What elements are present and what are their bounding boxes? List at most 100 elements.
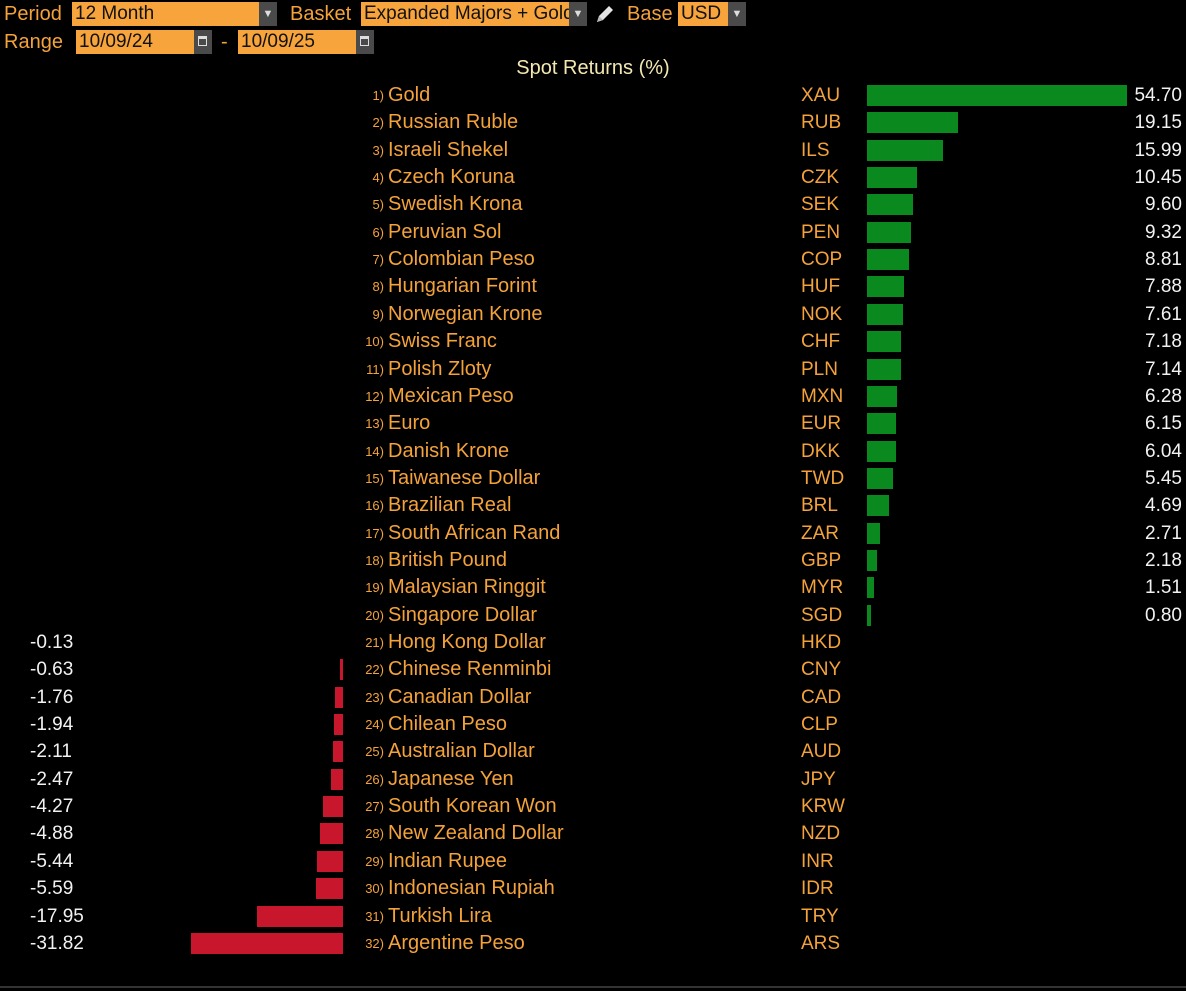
chart-row[interactable]: 4) Czech Koruna CZK 10.45 [0, 164, 1186, 191]
currency-name[interactable]: Polish Zloty [388, 357, 492, 380]
chart-row[interactable]: 28) New Zealand Dollar NZD -4.88 [0, 820, 1186, 847]
chart-row[interactable]: 27) South Korean Won KRW -4.27 [0, 793, 1186, 820]
currency-name[interactable]: Gold [388, 84, 431, 106]
range-start-input[interactable]: 10/09/24 [76, 30, 194, 54]
range-end-input[interactable]: 10/09/25 [238, 30, 356, 54]
range-start-calendar-icon[interactable] [194, 30, 212, 54]
currency-name[interactable]: Norwegian Krone [388, 302, 543, 325]
data-label: 4.69 [1145, 495, 1182, 517]
chart-row[interactable]: 22) Chinese Renminbi CNY -0.63 [0, 656, 1186, 683]
basket-select[interactable]: Expanded Majors + Gold [361, 2, 569, 26]
currency-name[interactable]: Swiss Franc [388, 330, 497, 353]
currency-name[interactable]: Canadian Dollar [388, 685, 532, 708]
chart-row[interactable]: 20) Singapore Dollar SGD 0.80 [0, 602, 1186, 629]
currency-name[interactable]: Chilean Peso [388, 713, 507, 736]
chart-row[interactable]: 23) Canadian Dollar CAD -1.76 [0, 684, 1186, 711]
chart-row[interactable]: 30) Indonesian Rupiah IDR -5.59 [0, 875, 1186, 902]
currency-name[interactable]: Japanese Yen [388, 767, 514, 790]
currency-code: PLN [801, 358, 838, 380]
currency-name[interactable]: Mexican Peso [388, 384, 514, 407]
chart-row[interactable]: 29) Indian Rupee INR -5.44 [0, 848, 1186, 875]
currency-name[interactable]: Hong Kong Dollar [388, 631, 546, 653]
currency-name[interactable]: Argentine Peso [388, 931, 525, 954]
chart-row[interactable]: 11) Polish Zloty PLN 7.14 [0, 356, 1186, 383]
currency-name[interactable]: Taiwanese Dollar [388, 466, 541, 489]
chart-row[interactable]: 1) Gold XAU 54.70 [0, 82, 1186, 109]
chart-row[interactable]: 6) Peruvian Sol PEN 9.32 [0, 219, 1186, 246]
data-label: 9.32 [1145, 221, 1182, 243]
currency-name[interactable]: Euro [388, 412, 431, 435]
chart-row[interactable]: 9) Norwegian Krone NOK 7.61 [0, 301, 1186, 328]
chart-row[interactable]: 10) Swiss Franc CHF 7.18 [0, 328, 1186, 355]
chart-row[interactable]: 21) Hong Kong Dollar HKD -0.13 [0, 629, 1186, 656]
base-select[interactable]: USD [678, 2, 728, 26]
rank-label: 3) [372, 142, 384, 158]
chart-row[interactable]: 2) Russian Ruble RUB 19.15 [0, 109, 1186, 136]
chart-row[interactable]: 24) Chilean Peso CLP -1.94 [0, 711, 1186, 738]
currency-name[interactable]: Brazilian Real [388, 494, 512, 517]
currency-name[interactable]: South Korean Won [388, 795, 557, 818]
range-end-calendar-icon[interactable] [356, 30, 374, 54]
positive-bar [867, 167, 917, 189]
currency-name[interactable]: Malaysian Ringgit [388, 576, 546, 599]
chart-row[interactable]: 3) Israeli Shekel ILS 15.99 [0, 137, 1186, 164]
negative-bar [332, 741, 343, 763]
period-dropdown-icon[interactable]: ▼ [259, 2, 277, 26]
chart-row[interactable]: 8) Hungarian Forint HUF 7.88 [0, 273, 1186, 300]
currency-name[interactable]: Swedish Krona [388, 193, 523, 216]
basket-dropdown-icon[interactable]: ▼ [569, 2, 587, 26]
currency-code: NOK [801, 303, 843, 325]
rank-label: 31) [365, 908, 384, 924]
period-select[interactable]: 12 Month [72, 2, 260, 26]
rank-label: 17) [365, 525, 384, 541]
rank-label: 32) [365, 935, 384, 951]
currency-code: JPY [801, 768, 836, 790]
edit-pencil-icon[interactable] [593, 2, 617, 26]
rank-label: 19) [365, 580, 384, 596]
currency-name[interactable]: Russian Ruble [388, 111, 519, 134]
chart-row[interactable]: 15) Taiwanese Dollar TWD 5.45 [0, 465, 1186, 492]
chart-row[interactable]: 5) Swedish Krona SEK 9.60 [0, 191, 1186, 218]
currency-name[interactable]: Peruvian Sol [388, 220, 502, 243]
bottom-divider [0, 986, 1186, 988]
data-label: 54.70 [1134, 85, 1182, 106]
currency-name[interactable]: Israeli Shekel [388, 138, 509, 161]
currency-name[interactable]: Chinese Renminbi [388, 658, 552, 681]
chart-row[interactable]: 14) Danish Krone DKK 6.04 [0, 438, 1186, 465]
chart-row[interactable]: 17) South African Rand ZAR 2.71 [0, 520, 1186, 547]
currency-name[interactable]: Singapore Dollar [388, 603, 537, 626]
chart-row[interactable]: 16) Brazilian Real BRL 4.69 [0, 492, 1186, 519]
currency-name[interactable]: Danish Krone [388, 439, 510, 462]
currency-code: TRY [801, 905, 839, 927]
chart-row[interactable]: 26) Japanese Yen JPY -2.47 [0, 766, 1186, 793]
data-label: -0.63 [30, 659, 74, 681]
data-label: 10.45 [1134, 167, 1182, 189]
chart-row[interactable]: 13) Euro EUR 6.15 [0, 410, 1186, 437]
chart-row[interactable]: 12) Mexican Peso MXN 6.28 [0, 383, 1186, 410]
currency-code: SEK [801, 194, 840, 216]
base-dropdown-icon[interactable]: ▼ [728, 2, 746, 26]
negative-bar [191, 932, 343, 954]
chart-row[interactable]: 18) British Pound GBP 2.18 [0, 547, 1186, 574]
currency-name[interactable]: Turkish Lira [388, 904, 492, 927]
currency-name[interactable]: Colombian Peso [388, 248, 535, 271]
rank-label: 9) [372, 306, 384, 322]
chart-row[interactable]: 7) Colombian Peso COP 8.81 [0, 246, 1186, 273]
currency-name[interactable]: Hungarian Forint [388, 275, 537, 298]
currency-name[interactable]: South African Rand [388, 521, 561, 544]
chart-row[interactable]: 31) Turkish Lira TRY -17.95 [0, 903, 1186, 930]
chart-row[interactable]: 19) Malaysian Ringgit MYR 1.51 [0, 574, 1186, 601]
positive-bar [867, 331, 902, 353]
currency-name[interactable]: New Zealand Dollar [388, 822, 564, 845]
positive-bar [867, 194, 913, 216]
chart-row[interactable]: 25) Australian Dollar AUD -2.11 [0, 738, 1186, 765]
currency-name[interactable]: Czech Koruna [388, 166, 515, 189]
currency-name[interactable]: British Pound [388, 548, 507, 571]
data-label: 15.99 [1134, 139, 1182, 161]
toolbar: Period 12 Month ▼ Basket Expanded Majors… [0, 0, 1186, 56]
data-label: 6.28 [1145, 385, 1182, 407]
currency-name[interactable]: Indian Rupee [388, 849, 507, 872]
chart-row[interactable]: 32) Argentine Peso ARS -31.82 [0, 930, 1186, 957]
currency-name[interactable]: Indonesian Rupiah [388, 877, 555, 900]
currency-name[interactable]: Australian Dollar [388, 740, 535, 763]
